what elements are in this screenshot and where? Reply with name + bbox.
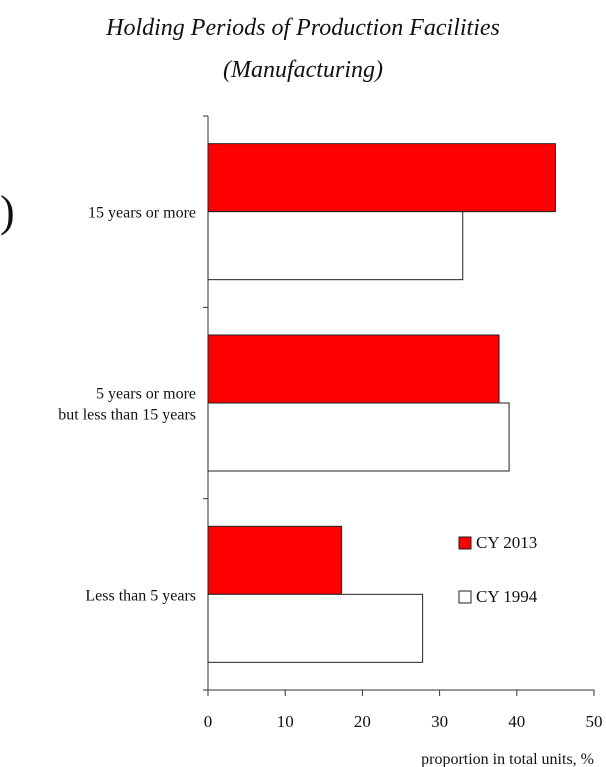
bar-cy2013 (207, 525, 343, 595)
category-label: Less than 5 years (85, 587, 196, 604)
bar-cy2013 (207, 334, 500, 404)
x-tick-label: 10 (277, 712, 294, 731)
bar-cy1994 (207, 211, 464, 281)
x-tick-label: 30 (431, 712, 448, 731)
chart-title: Holding Periods of Production Facilities (106, 15, 500, 41)
category-label: 5 years or more (96, 386, 196, 403)
bar-cy1994 (207, 593, 424, 663)
legend-label: CY 2013 (476, 533, 537, 552)
legend-swatch (458, 536, 472, 550)
category-label: 15 years or more (88, 205, 196, 222)
x-tick-label: 0 (204, 712, 213, 731)
legend-swatch (458, 590, 472, 604)
category-label: but less than 15 years (58, 407, 196, 424)
x-tick-label: 40 (508, 712, 525, 731)
bar-cy1994 (207, 402, 510, 472)
edge-glyph: ) (0, 187, 15, 236)
x-axis-title: proportion in total units, % (421, 751, 594, 767)
bar-cy2013 (207, 143, 556, 213)
x-tick-label: 50 (586, 712, 603, 731)
x-tick-label: 20 (354, 712, 371, 731)
chart-subtitle: (Manufacturing) (223, 57, 383, 83)
legend-label: CY 1994 (476, 587, 538, 606)
